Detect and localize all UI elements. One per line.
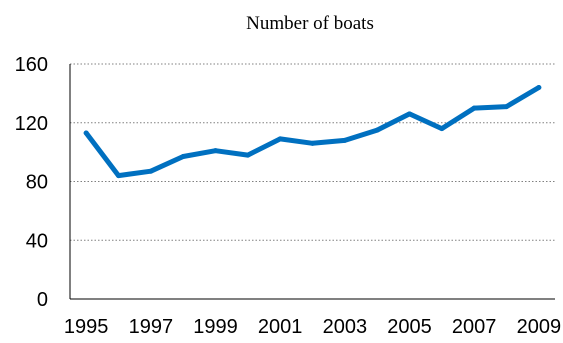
x-tick-label: 1995 — [64, 316, 109, 338]
data-point — [439, 126, 445, 132]
x-tick-labels: 1995 1997 1999 2001 2003 2005 2007 2009 — [64, 316, 561, 338]
x-tick-label: 2005 — [387, 316, 432, 338]
y-tick-label: 80 — [26, 172, 48, 194]
data-point — [148, 168, 154, 174]
y-tick-label: 120 — [15, 113, 48, 135]
data-point — [213, 148, 218, 154]
x-tick-label: 1997 — [129, 316, 174, 338]
data-point — [245, 152, 251, 158]
data-point — [407, 111, 412, 117]
y-tick-label: 0 — [37, 289, 48, 311]
data-point — [310, 140, 315, 146]
data-point — [342, 137, 348, 143]
data-point — [504, 104, 509, 110]
data-point — [83, 130, 89, 136]
data-point — [116, 173, 121, 179]
data-point — [374, 127, 380, 133]
y-tick-label: 160 — [15, 54, 48, 76]
x-tick-label: 2007 — [452, 316, 497, 338]
gridlines — [70, 63, 555, 241]
chart-title: Number of boats — [246, 13, 374, 34]
x-tick-label: 2003 — [323, 316, 368, 338]
x-tick-label: 2009 — [517, 316, 562, 338]
data-point — [536, 85, 542, 90]
series-layer — [83, 85, 542, 179]
data-point — [180, 154, 186, 160]
data-point — [277, 136, 283, 142]
data-point — [471, 105, 477, 111]
x-tick-label: 2001 — [258, 316, 303, 338]
y-tick-labels: 0 40 80 120 160 — [15, 54, 48, 311]
series-line — [83, 85, 542, 179]
x-tick-label: 1999 — [193, 316, 238, 338]
y-tick-label: 40 — [26, 230, 48, 252]
